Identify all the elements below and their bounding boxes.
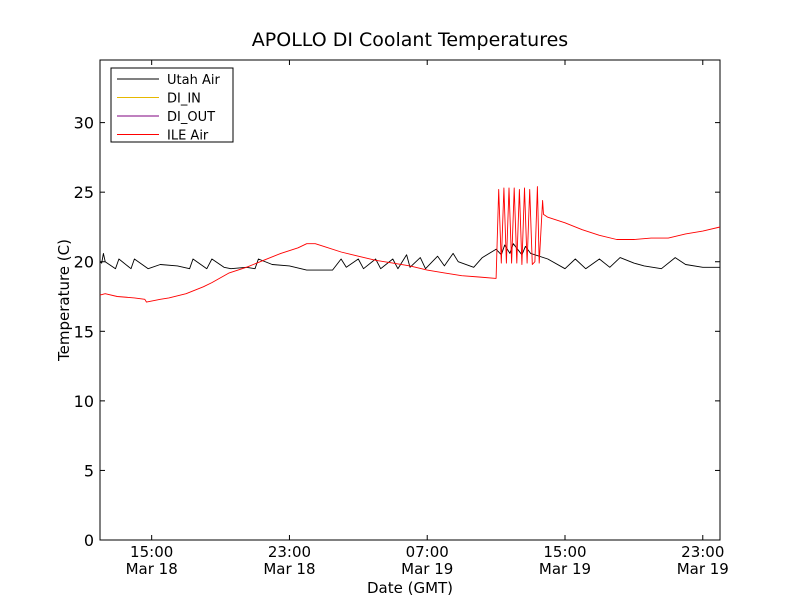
legend-label-3: ILE Air	[167, 129, 209, 144]
chart-title: APOLLO DI Coolant Temperatures	[252, 29, 568, 51]
y-tick-label-0: 0	[84, 531, 94, 550]
x-tick-time-1: 23:00	[268, 543, 311, 561]
x-tick-date-3: Mar 19	[539, 560, 591, 578]
y-axis-ticks: 0 5 10 15 20 25 30	[74, 114, 720, 550]
x-tick-date-2: Mar 19	[401, 560, 453, 578]
y-tick-label-3: 15	[74, 322, 94, 341]
x-tick-time-3: 15:00	[543, 543, 586, 561]
series-line-0	[99, 243, 720, 271]
legend-label-2: DI_OUT	[167, 110, 215, 125]
x-tick-time-0: 15:00	[130, 543, 173, 561]
x-tick-time-2: 07:00	[406, 543, 449, 561]
y-tick-label-6: 30	[74, 114, 94, 133]
x-tick-date-1: Mar 18	[263, 560, 315, 578]
series-line-3	[99, 186, 721, 303]
y-axis-label: Temperature (C)	[55, 239, 73, 362]
series-layer	[99, 186, 721, 303]
x-tick-date-0: Mar 18	[126, 560, 178, 578]
legend-label-1: DI_IN	[167, 92, 201, 107]
legend-label-0: Utah Air	[167, 73, 220, 88]
y-tick-label-5: 25	[74, 183, 94, 202]
y-tick-label-1: 5	[84, 461, 94, 480]
y-tick-label-2: 10	[74, 392, 94, 411]
legend: Utah Air DI_IN DI_OUT ILE Air	[110, 67, 234, 144]
legend-frame	[110, 67, 234, 143]
x-tick-date-4: Mar 19	[677, 560, 729, 578]
x-tick-time-4: 23:00	[681, 543, 724, 561]
y-tick-label-4: 20	[74, 253, 94, 272]
x-axis-label: Date (GMT)	[367, 579, 453, 597]
